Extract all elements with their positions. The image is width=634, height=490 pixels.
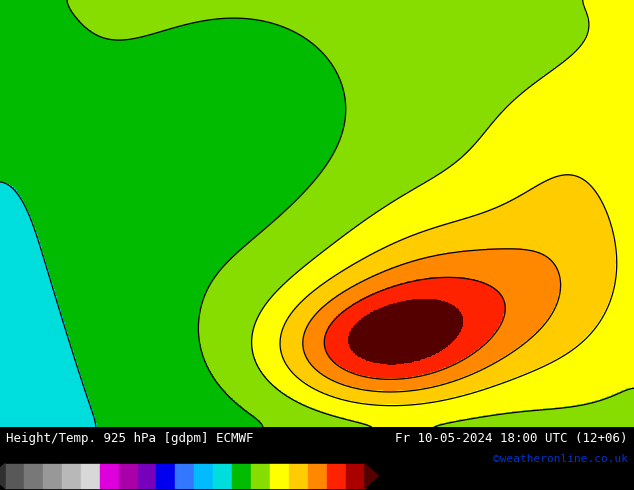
Bar xyxy=(176,464,194,488)
Polygon shape xyxy=(365,464,378,488)
Bar xyxy=(43,464,62,488)
Bar xyxy=(289,464,307,488)
Polygon shape xyxy=(0,464,5,488)
Bar xyxy=(157,464,176,488)
Bar xyxy=(327,464,346,488)
Bar xyxy=(251,464,270,488)
Bar xyxy=(138,464,157,488)
Bar xyxy=(213,464,232,488)
Bar xyxy=(5,464,24,488)
Bar xyxy=(81,464,100,488)
Bar xyxy=(100,464,119,488)
Bar xyxy=(194,464,213,488)
Bar xyxy=(232,464,251,488)
Bar xyxy=(307,464,327,488)
Text: Fr 10-05-2024 18:00 UTC (12+06): Fr 10-05-2024 18:00 UTC (12+06) xyxy=(395,432,628,445)
Bar xyxy=(270,464,289,488)
Bar xyxy=(346,464,365,488)
Text: Height/Temp. 925 hPa [gdpm] ECMWF: Height/Temp. 925 hPa [gdpm] ECMWF xyxy=(6,432,254,445)
Bar xyxy=(62,464,81,488)
Bar xyxy=(24,464,43,488)
Bar xyxy=(119,464,138,488)
Text: ©weatheronline.co.uk: ©weatheronline.co.uk xyxy=(493,454,628,464)
